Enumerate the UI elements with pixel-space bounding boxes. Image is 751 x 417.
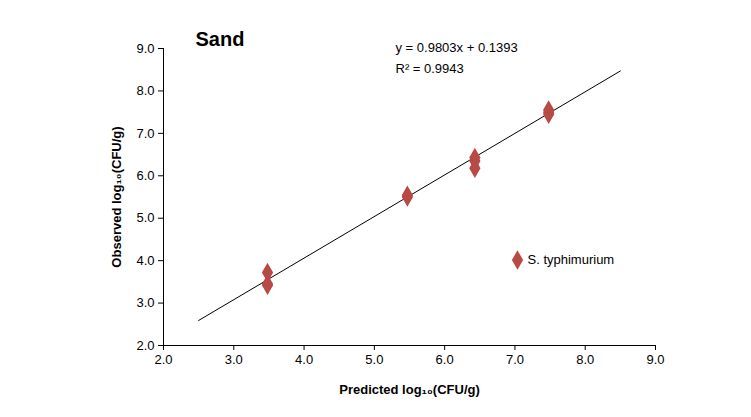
- svg-text:2.0: 2.0: [136, 338, 154, 353]
- svg-text:y = 0.9803x + 0.1393: y = 0.9803x + 0.1393: [396, 40, 518, 55]
- svg-text:2.0: 2.0: [154, 352, 172, 367]
- svg-text:7.0: 7.0: [506, 352, 524, 367]
- svg-text:3.0: 3.0: [225, 352, 243, 367]
- svg-text:4.0: 4.0: [295, 352, 313, 367]
- svg-text:8.0: 8.0: [136, 83, 154, 98]
- svg-text:6.0: 6.0: [136, 168, 154, 183]
- svg-text:S. typhimurium: S. typhimurium: [528, 252, 615, 267]
- svg-text:8.0: 8.0: [576, 352, 594, 367]
- svg-text:Sand: Sand: [196, 28, 245, 50]
- svg-text:9.0: 9.0: [646, 352, 664, 367]
- svg-text:R² = 0.9943: R² = 0.9943: [396, 61, 464, 76]
- svg-text:5.0: 5.0: [136, 210, 154, 225]
- svg-text:Observed log₁₀(CFU/g): Observed log₁₀(CFU/g): [109, 126, 124, 267]
- svg-text:7.0: 7.0: [136, 126, 154, 141]
- svg-text:6.0: 6.0: [436, 352, 454, 367]
- svg-text:5.0: 5.0: [365, 352, 383, 367]
- svg-text:4.0: 4.0: [136, 253, 154, 268]
- svg-text:Predicted log₁₀(CFU/g): Predicted log₁₀(CFU/g): [339, 382, 480, 397]
- svg-text:3.0: 3.0: [136, 295, 154, 310]
- svg-text:9.0: 9.0: [136, 41, 154, 56]
